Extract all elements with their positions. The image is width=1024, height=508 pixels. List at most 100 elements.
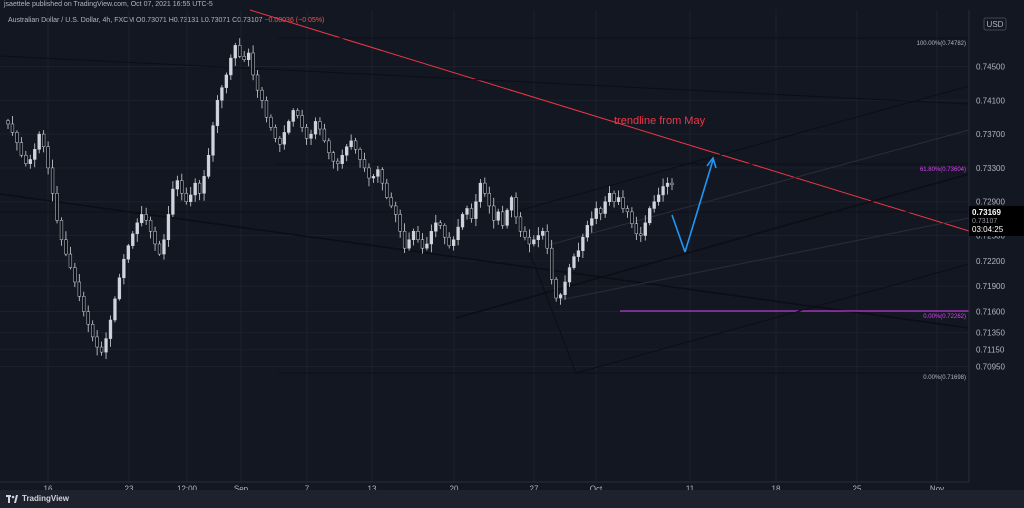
candle-body: [558, 294, 563, 299]
y-tick-label: 0.73300: [976, 164, 1005, 173]
candle-body: [162, 239, 166, 255]
candle-body: [260, 89, 264, 101]
candle-body: [581, 236, 585, 251]
candle-body: [77, 281, 81, 297]
candle-body: [380, 169, 384, 184]
candle-body: [175, 180, 179, 190]
candle-body: [153, 231, 157, 245]
candle-body: [607, 193, 612, 202]
x-tick-label: Sep: [234, 485, 249, 490]
fib-100-label: 100.00%(0.74782): [917, 41, 966, 47]
candle-body: [478, 182, 483, 202]
candle-body: [59, 220, 64, 240]
drawings: [0, 9, 970, 374]
candle-body: [434, 222, 438, 232]
price-chart[interactable]: 0.745000.741000.737000.733000.729000.725…: [0, 0, 1024, 490]
trendline-label: trendline from May: [614, 115, 706, 127]
candle-body: [599, 208, 603, 214]
y-tick-label: 0.72900: [976, 198, 1005, 207]
price-axis-bg: [969, 10, 1024, 490]
candle-body: [492, 205, 496, 221]
candle-body: [144, 214, 148, 221]
fib-618-label: 61.80%(0.73604): [920, 167, 966, 173]
long-downtrend-top: [0, 55, 970, 105]
candle-body: [661, 186, 665, 196]
y-tick-label: 0.74500: [976, 63, 1005, 72]
currency-box[interactable]: [983, 17, 1007, 31]
symbol-name: Australian Dollar / U.S. Dollar, 4h, FXC…: [8, 17, 135, 24]
candle-body: [82, 296, 86, 312]
candle-body: [456, 226, 460, 240]
candle-body: [505, 209, 509, 226]
candle-body: [215, 100, 220, 126]
publisher-text: jsaettele published on TradingView.com, …: [4, 1, 213, 8]
candle-body: [269, 116, 273, 128]
time-axis[interactable]: 16 23 12:00 Sep 7 13 20 27 Oct 11 18 25 Nov: [44, 485, 945, 490]
candle-body: [451, 239, 456, 246]
candle-body: [68, 253, 73, 268]
ohlc-values: O0.73071 H0.73131 L0.73071 C0.73107: [136, 17, 263, 24]
candle-body: [37, 133, 41, 150]
x-tick-label: 12:00: [177, 485, 198, 490]
candle-body: [10, 123, 15, 133]
candle-body: [652, 201, 656, 209]
candle-body: [233, 45, 237, 59]
candle-body: [639, 233, 643, 236]
candle-body: [621, 197, 625, 209]
currency-label: USD: [987, 20, 1004, 29]
candle-body: [64, 239, 68, 255]
candle-body: [496, 211, 500, 221]
projection-up: [684, 159, 714, 253]
candle-body: [327, 140, 331, 153]
candle-body: [648, 208, 652, 224]
footer-brand: TradingView: [22, 494, 69, 503]
candle-body: [429, 231, 434, 245]
candle-body: [643, 222, 647, 236]
candle-body: [104, 338, 108, 353]
candle-body: [99, 346, 104, 353]
candle-body: [140, 214, 144, 224]
fib-0-pink-label: 0.00%(0.72262): [923, 314, 966, 320]
pitchfork-upper: [513, 85, 970, 213]
publish-header: jsaettele published on TradingView.com, …: [0, 0, 1024, 10]
projection-down: [671, 214, 686, 253]
candle-body: [242, 56, 246, 60]
candle-body: [19, 142, 24, 156]
candle-body: [189, 194, 193, 202]
price-tag: [969, 206, 1024, 236]
candle-body: [46, 146, 50, 169]
candle-body: [300, 115, 304, 128]
candle-body: [24, 154, 28, 164]
candle-body: [42, 133, 46, 148]
candle-body: [398, 214, 402, 232]
candle-body: [469, 208, 474, 219]
candle-body: [594, 208, 598, 219]
candle-body: [117, 277, 122, 300]
candle-body: [273, 127, 278, 139]
candle-body: [291, 110, 295, 122]
candle-body: [358, 149, 362, 160]
candle-body: [501, 211, 505, 226]
candle-body: [318, 121, 322, 130]
x-tick-label: 16: [44, 485, 53, 490]
candle-body: [536, 235, 540, 240]
symbol-legend: Australian Dollar / U.S. Dollar, 4h, FXC…: [8, 17, 324, 24]
candle-body: [590, 218, 594, 226]
y-tick-label: 0.71350: [976, 329, 1005, 338]
y-tick-label: 0.74100: [976, 96, 1005, 105]
candle-body: [630, 211, 634, 224]
candle-body: [443, 225, 447, 238]
candle-body: [438, 222, 442, 226]
candle-body: [447, 236, 451, 246]
candle-body: [518, 216, 523, 232]
candle-body: [238, 45, 242, 57]
candle-body: [309, 133, 313, 139]
candle-body: [86, 311, 90, 325]
candle-body: [576, 250, 581, 257]
tradingview-logo-icon: [6, 495, 18, 503]
price-tag-time: 03:04:25: [972, 225, 1004, 234]
x-tick-label: 7: [305, 485, 310, 490]
candle-body: [416, 231, 420, 240]
pitchfork-lower: [575, 263, 970, 374]
candle-body: [278, 138, 282, 145]
